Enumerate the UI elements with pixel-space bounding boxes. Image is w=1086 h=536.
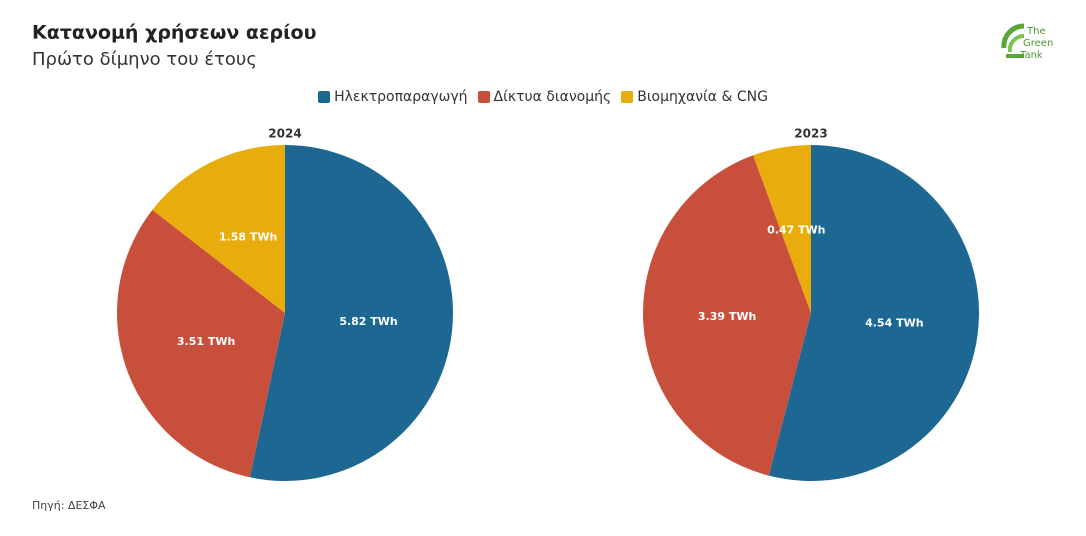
logo-text: Tank <box>1019 50 1043 61</box>
legend-item: Δίκτυα διανομής <box>477 89 612 105</box>
legend: Ηλεκτροπαραγωγή Δίκτυα διανομής Βιομηχανία… <box>0 89 1086 105</box>
legend-item: Ηλεκτροπαραγωγή <box>318 89 468 105</box>
pie-slice <box>116 209 286 478</box>
data-label: 5.82 TWh <box>339 315 397 328</box>
legend-label: Ηλεκτροπαραγωγή <box>334 89 468 105</box>
data-label: 3.39 TWh <box>698 310 756 323</box>
legend-item: Βιομηχανία & CNG <box>621 89 768 105</box>
pie-slice <box>249 145 453 481</box>
chart-title: Κατανομή χρήσεων αερίου <box>32 22 316 44</box>
logo-text: Green <box>1023 38 1053 49</box>
logo-text: The <box>1026 26 1046 37</box>
legend-swatch <box>621 91 634 103</box>
legend-swatch <box>477 91 490 103</box>
logo-arc <box>1007 33 1025 53</box>
data-label: 1.58 TWh <box>219 231 277 244</box>
data-label: 4.54 TWh <box>865 317 923 330</box>
legend-label: Δίκτυα διανομής <box>493 89 612 105</box>
pie-slice <box>768 145 979 481</box>
chart-subtitle: Πρώτο δίμηνο του έτους <box>32 49 257 70</box>
pie-slice <box>642 155 811 476</box>
pie-title: 2023 <box>794 127 827 141</box>
logo-arc <box>1001 23 1025 49</box>
legend-label: Βιομηχανία & CNG <box>637 89 768 105</box>
legend-swatch <box>318 91 331 103</box>
pie-slice <box>753 145 811 313</box>
logo: The Green Tank <box>1001 23 1053 61</box>
pie-title: 2024 <box>268 127 301 141</box>
pie-slice <box>152 145 285 313</box>
data-label: 0.47 TWh <box>767 223 825 236</box>
data-label: 3.51 TWh <box>177 335 235 348</box>
source: Πηγή: ΔΕΣΦΑ <box>32 499 106 512</box>
